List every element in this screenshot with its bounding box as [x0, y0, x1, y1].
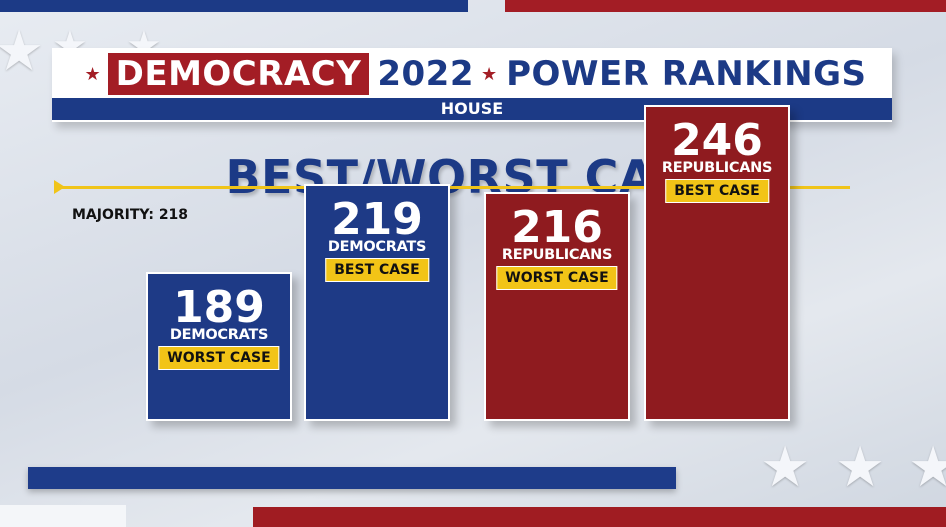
- star-icon: ★: [760, 435, 811, 500]
- header-brand: DEMOCRACY: [107, 53, 370, 95]
- bottom-white-stripe: [0, 505, 126, 527]
- header-title-row: ★ DEMOCRACY 2022 ★ POWER RANKINGS: [52, 51, 892, 97]
- bottom-red-stripe: [253, 507, 946, 527]
- bar-case-badge: WORST CASE: [496, 266, 618, 291]
- majority-label: MAJORITY: 218: [72, 207, 188, 223]
- bar-value-label: 219: [331, 193, 423, 245]
- bar-party-label: REPUBLICANS: [501, 247, 613, 264]
- bar-case-badge: BEST CASE: [325, 257, 429, 282]
- majority-label-text: MAJORITY:: [72, 207, 154, 223]
- majority-arrow-icon: [54, 179, 65, 194]
- top-blue-stripe: [0, 0, 468, 12]
- bar-case-badge: BEST CASE: [665, 178, 769, 203]
- bar-dem-best: 219 DEMOCRATS BEST CASE: [304, 183, 450, 421]
- star-icon: ★: [908, 435, 946, 500]
- star-icon: ★: [835, 435, 886, 500]
- bar-rep-worst: 216 REPUBLICANS WORST CASE: [484, 192, 630, 421]
- bar-party-label: REPUBLICANS: [661, 159, 773, 176]
- header-year: 2022: [377, 54, 474, 94]
- bar-case-badge: WORST CASE: [158, 345, 280, 370]
- top-red-stripe: [505, 0, 946, 12]
- bar-value-label: 246: [671, 114, 763, 166]
- majority-value: 218: [158, 207, 189, 223]
- star-icon: ★: [480, 63, 498, 85]
- bar-value-label: 216: [511, 202, 603, 254]
- bar-rep-best: 246 REPUBLICANS BEST CASE: [644, 104, 790, 421]
- star-icon: ★: [84, 63, 101, 85]
- star-icon: ★: [0, 19, 45, 84]
- bar-party-label: DEMOCRATS: [169, 326, 269, 343]
- chart-title: BEST/WORST CASE: [225, 150, 721, 204]
- majority-line: [60, 185, 850, 189]
- bar-value-label: 189: [173, 281, 265, 333]
- bottom-blue-stripe: [28, 467, 676, 489]
- header-banner: ★ DEMOCRACY 2022 ★ POWER RANKINGS HOUSE: [52, 48, 892, 122]
- header-title: POWER RANKINGS: [506, 54, 867, 94]
- bar-party-label: DEMOCRATS: [327, 238, 427, 255]
- bar-dem-worst: 189 DEMOCRATS WORST CASE: [146, 271, 292, 421]
